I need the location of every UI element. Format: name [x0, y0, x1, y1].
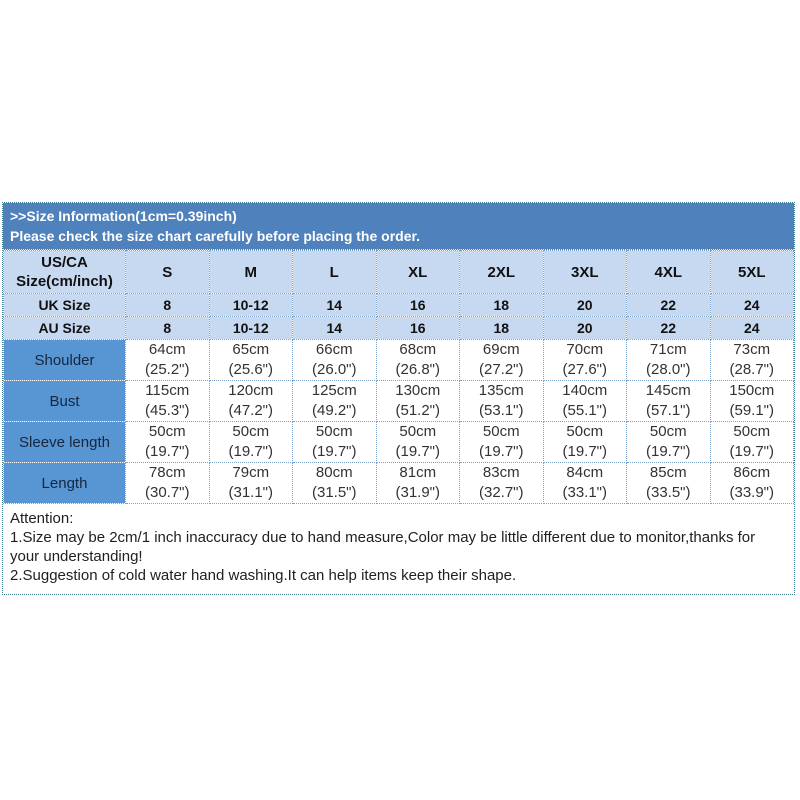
shoulder-value: 69cm (27.2") [459, 339, 544, 381]
sleeve-length-value: 50cm (19.7") [208, 421, 293, 463]
au-size-value: 16 [375, 316, 460, 340]
length-label: Length [3, 462, 126, 504]
shoulder-value: 65cm (25.6") [208, 339, 293, 381]
uk-size-value: 14 [292, 293, 377, 317]
col-header-2xl: 2XL [459, 250, 544, 294]
attention-title: Attention: [10, 510, 74, 527]
col-header-xl: XL [375, 250, 460, 294]
uk-size-value: 8 [125, 293, 210, 317]
shoulder-value: 64cm (25.2") [125, 339, 210, 381]
au-size-value: 18 [459, 316, 544, 340]
bust-value: 145cm (57.1") [626, 380, 711, 422]
au-size-value: 14 [292, 316, 377, 340]
sleeve-length-value: 50cm (19.7") [125, 421, 210, 463]
sleeve-length-value: 50cm (19.7") [292, 421, 377, 463]
sleeve-length-label: Sleeve length [3, 421, 126, 463]
length-value: 78cm (30.7") [125, 462, 210, 504]
uk-size-value: 16 [375, 293, 460, 317]
bust-value: 150cm (59.1") [709, 380, 794, 422]
length-value: 80cm (31.5") [292, 462, 377, 504]
shoulder-value: 73cm (28.7") [709, 339, 794, 381]
sleeve-length-value: 50cm (19.7") [459, 421, 544, 463]
au-size-value: 8 [125, 316, 210, 340]
au-size-value: 10-12 [208, 316, 293, 340]
bust-value: 130cm (51.2") [375, 380, 460, 422]
length-row: Length 78cm (30.7") 79cm (31.1") 80cm (3… [3, 462, 794, 504]
bust-value: 115cm (45.3") [125, 380, 210, 422]
shoulder-value: 66cm (26.0") [292, 339, 377, 381]
length-value: 86cm (33.9") [709, 462, 794, 504]
size-header-row: US/CA Size(cm/inch) S M L XL 2XL 3XL 4XL… [3, 250, 794, 294]
shoulder-label: Shoulder [3, 339, 126, 381]
length-value: 84cm (33.1") [542, 462, 627, 504]
sleeve-length-value: 50cm (19.7") [709, 421, 794, 463]
attention-note-2: 2.Suggestion of cold water hand washing.… [10, 567, 517, 584]
uk-size-row: UK Size 8 10-12 14 16 18 20 22 24 [3, 293, 794, 317]
au-size-row: AU Size 8 10-12 14 16 18 20 22 24 [3, 316, 794, 340]
shoulder-value: 71cm (28.0") [626, 339, 711, 381]
col-header-l: L [292, 250, 377, 294]
length-value: 79cm (31.1") [208, 462, 293, 504]
bust-value: 120cm (47.2") [208, 380, 293, 422]
attention-note-1: 1.Size may be 2cm/1 inch inaccuracy due … [10, 529, 756, 565]
banner-subtitle: Please check the size chart carefully be… [10, 228, 421, 244]
bust-label: Bust [3, 380, 126, 422]
col-header-5xl: 5XL [709, 250, 794, 294]
bust-value: 125cm (49.2") [292, 380, 377, 422]
uk-size-value: 10-12 [208, 293, 293, 317]
bust-row: Bust 115cm (45.3") 120cm (47.2") 125cm (… [3, 380, 794, 422]
au-size-value: 20 [542, 316, 627, 340]
shoulder-value: 70cm (27.6") [542, 339, 627, 381]
length-value: 85cm (33.5") [626, 462, 711, 504]
col-header-m: M [208, 250, 293, 294]
sleeve-length-value: 50cm (19.7") [626, 421, 711, 463]
col-header-3xl: 3XL [542, 250, 627, 294]
banner: >>Size Information(1cm=0.39inch) Please … [3, 203, 794, 250]
uk-size-value: 20 [542, 293, 627, 317]
col-header-s: S [125, 250, 210, 294]
size-table: US/CA Size(cm/inch) S M L XL 2XL 3XL 4XL… [3, 250, 794, 504]
bust-value: 140cm (55.1") [542, 380, 627, 422]
au-size-label: AU Size [3, 316, 126, 340]
uk-size-value: 24 [709, 293, 794, 317]
uk-size-label: UK Size [3, 293, 126, 317]
length-value: 83cm (32.7") [459, 462, 544, 504]
sleeve-length-value: 50cm (19.7") [542, 421, 627, 463]
uk-size-value: 18 [459, 293, 544, 317]
au-size-value: 22 [626, 316, 711, 340]
uk-size-value: 22 [626, 293, 711, 317]
sleeve-length-value: 50cm (19.7") [375, 421, 460, 463]
size-info-panel: >>Size Information(1cm=0.39inch) Please … [2, 202, 795, 595]
shoulder-row: Shoulder 64cm (25.2") 65cm (25.6") 66cm … [3, 339, 794, 381]
sleeve-length-row: Sleeve length 50cm (19.7") 50cm (19.7") … [3, 421, 794, 463]
corner-header: US/CA Size(cm/inch) [3, 250, 126, 294]
au-size-value: 24 [709, 316, 794, 340]
bust-value: 135cm (53.1") [459, 380, 544, 422]
banner-title: >>Size Information(1cm=0.39inch) [10, 208, 237, 224]
shoulder-value: 68cm (26.8") [375, 339, 460, 381]
attention-section: Attention: 1.Size may be 2cm/1 inch inac… [3, 504, 794, 594]
length-value: 81cm (31.9") [375, 462, 460, 504]
col-header-4xl: 4XL [626, 250, 711, 294]
